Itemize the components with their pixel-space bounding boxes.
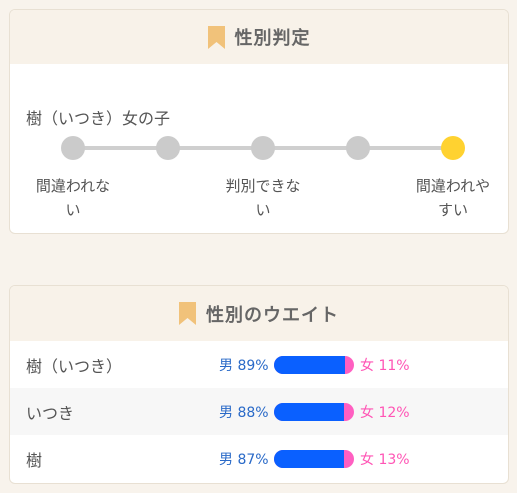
judgement-title: 性別判定	[234, 28, 311, 49]
weight-row-name: 樹	[26, 450, 43, 470]
scale-label-undeterminable: 判別できな い	[225, 177, 301, 219]
judgement-subject: 樹（いつき）女の子	[26, 109, 171, 128]
gender-weight-bar	[274, 402, 354, 421]
weight-row: 樹（いつき） 男 89% 女 11%	[10, 341, 508, 388]
weight-row: 樹 男 87% 女 13%	[10, 435, 508, 482]
female-percent-label: 女 12%	[360, 404, 410, 421]
male-percent-label: 男 89%	[219, 357, 269, 374]
scale-dot-4	[346, 136, 370, 160]
male-bar-fill	[274, 449, 344, 468]
weight-header: 性別のウエイト	[10, 286, 508, 341]
male-percent-label: 男 87%	[219, 451, 269, 468]
male-percent-label: 男 88%	[219, 404, 269, 421]
male-bar-fill	[274, 355, 346, 374]
scale-dot-2	[156, 136, 180, 160]
scale-dot-3	[251, 136, 275, 160]
scale-label-easily-mistaken: 間違われや すい	[415, 177, 491, 219]
scale-dot-1	[61, 136, 85, 160]
scale-dot-5-active	[441, 136, 465, 160]
judgement-scale: 間違われな い 判別できな い 間違われや すい	[10, 130, 508, 230]
bookmark-icon	[207, 25, 225, 49]
weight-row-name: いつき	[26, 403, 75, 423]
female-percent-label: 女 11%	[360, 357, 410, 374]
scale-label-not-mistaken: 間違われな い	[35, 177, 111, 219]
weight-row: いつき 男 88% 女 12%	[10, 388, 508, 435]
gender-weight-card: 性別のウエイト 樹（いつき） 男 89% 女 11% いつき 男 88% 女 1…	[9, 285, 509, 484]
gender-weight-bar	[274, 355, 354, 374]
female-percent-label: 女 13%	[360, 451, 410, 468]
weight-title: 性別のウエイト	[206, 304, 339, 326]
weight-row-name: 樹（いつき）	[26, 356, 123, 376]
gender-judgement-card: 性別判定 樹（いつき）女の子 間違われな い 判別できな い 間違われや すい	[9, 9, 509, 234]
male-bar-fill	[274, 402, 345, 421]
bookmark-icon	[179, 302, 196, 325]
gender-weight-bar	[274, 449, 354, 468]
judgement-header: 性別判定	[10, 10, 508, 64]
